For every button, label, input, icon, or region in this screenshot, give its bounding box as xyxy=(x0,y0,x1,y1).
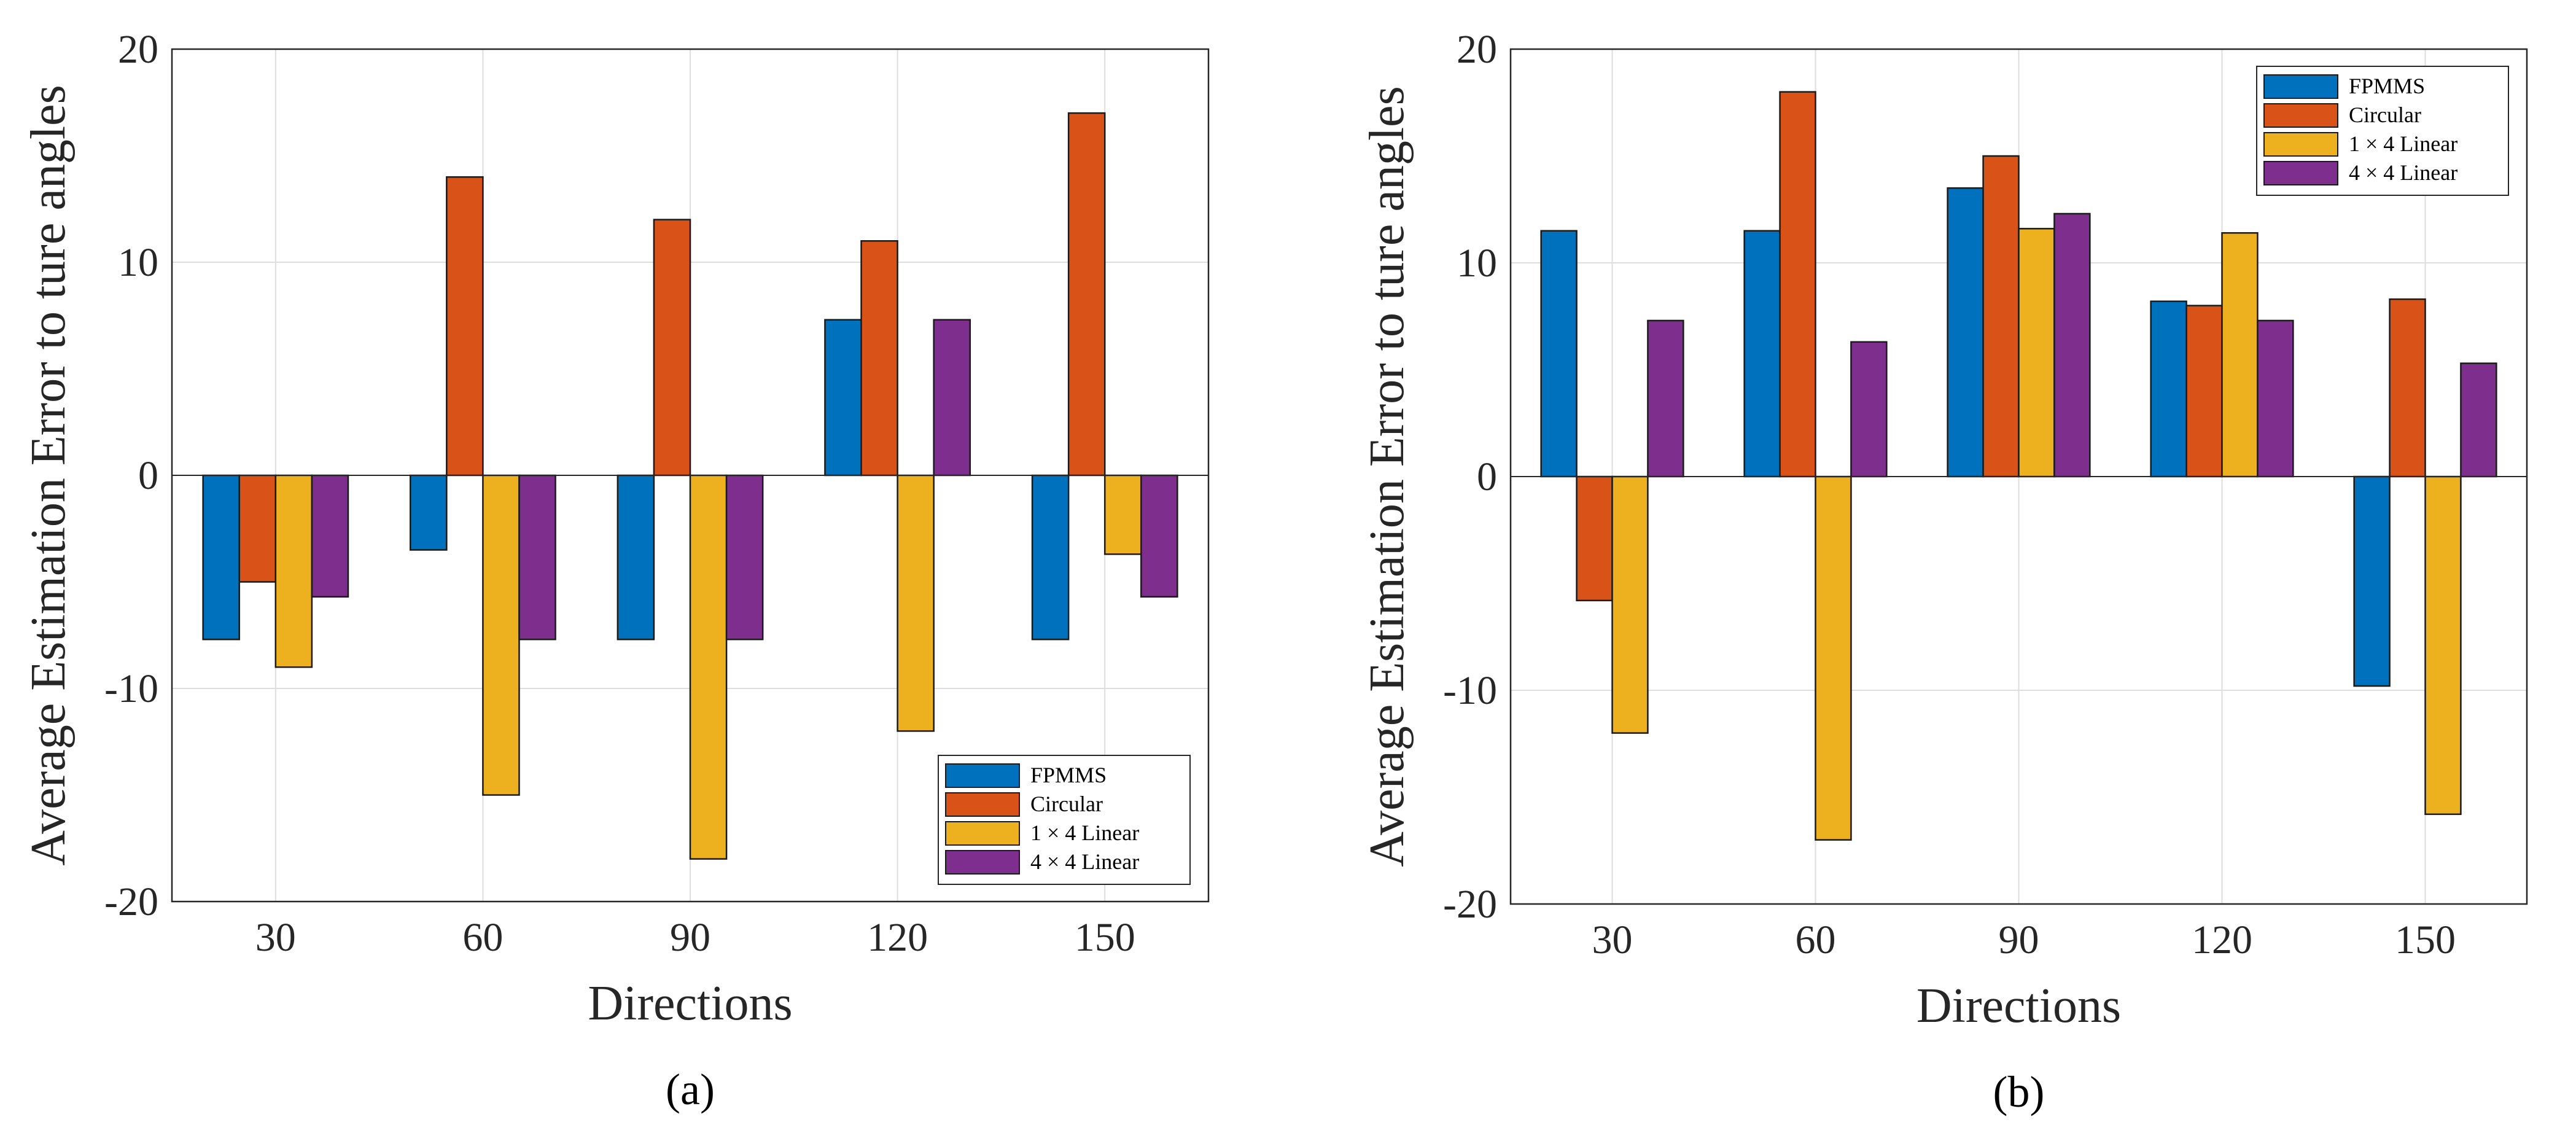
bar-circular-120 xyxy=(2185,305,2223,478)
y-tick-label: -20 xyxy=(104,879,158,924)
y-tick-labels: -20 -10 0 10 20 xyxy=(1443,27,1497,927)
x-tick-label: 120 xyxy=(867,915,928,960)
legend-entry: 4 × 4 Linear xyxy=(2349,160,2457,185)
bar-fpmms-90 xyxy=(1947,187,1984,478)
plot-frame xyxy=(1509,48,2528,905)
panel-label: (b) xyxy=(1993,1067,2045,1116)
y-tick-label: 10 xyxy=(118,240,158,285)
plot-frame xyxy=(171,48,1210,903)
bar-fpmms-60 xyxy=(1743,230,1781,478)
bar-1-4-linear-30 xyxy=(274,474,313,668)
x-tick-label: 90 xyxy=(670,915,710,960)
bar-4-4-linear-30 xyxy=(1647,319,1684,478)
bar-4-4-linear-150 xyxy=(1140,474,1178,598)
legend-entry: Circular xyxy=(2349,103,2421,127)
bar-1-4-linear-60 xyxy=(482,474,520,796)
bar-1-4-linear-90 xyxy=(2018,228,2055,478)
y-tick-label: -10 xyxy=(104,666,158,711)
y-tick-label: 0 xyxy=(138,453,158,498)
legend-swatch xyxy=(945,850,1020,875)
bar-circular-60 xyxy=(1779,91,1816,478)
y-axis-title: Average Estimation Error to ture angles xyxy=(1360,86,1414,867)
panel-label: (a) xyxy=(666,1065,715,1114)
legend-swatch xyxy=(2263,132,2338,157)
bar-circular-60 xyxy=(446,176,484,477)
bar-1-4-linear-120 xyxy=(897,474,935,732)
bar-1-4-linear-90 xyxy=(689,474,728,860)
bar-circular-120 xyxy=(860,240,898,477)
legend-swatch xyxy=(2263,103,2338,128)
bar-fpmms-60 xyxy=(409,474,448,551)
x-tick-label: 150 xyxy=(2395,918,2456,962)
y-tick-label: -10 xyxy=(1443,668,1497,713)
bar-circular-150 xyxy=(1067,112,1106,477)
bar-circular-90 xyxy=(653,219,691,477)
x-tick-label: 90 xyxy=(1999,918,2039,962)
legend-swatch xyxy=(2263,74,2338,99)
y-tick-label: -20 xyxy=(1443,882,1497,927)
legend-entry: FPMMS xyxy=(1030,763,1107,787)
bars xyxy=(1540,91,2497,841)
bar-fpmms-90 xyxy=(617,474,655,641)
bar-4-4-linear-120 xyxy=(2257,319,2294,478)
chart-panel-a: -20 -10 0 10 20 30 60 90 120 150 Directi… xyxy=(21,27,1210,1114)
bar-4-4-linear-120 xyxy=(933,319,971,477)
x-tick-label: 120 xyxy=(2192,918,2252,962)
bar-fpmms-120 xyxy=(2150,300,2187,478)
y-tick-label: 20 xyxy=(118,27,158,72)
x-tick-labels: 30 60 90 120 150 xyxy=(255,915,1135,960)
legend-swatch xyxy=(945,763,1020,788)
y-tick-labels: -20 -10 0 10 20 xyxy=(104,27,158,924)
bar-circular-90 xyxy=(1982,155,2020,478)
y-tick-label: 20 xyxy=(1457,27,1497,72)
bar-4-4-linear-60 xyxy=(518,474,556,641)
bar-fpmms-120 xyxy=(824,319,862,477)
legend-entry: Circular xyxy=(1030,792,1103,816)
bar-1-4-linear-120 xyxy=(2221,232,2259,478)
legend-swatch xyxy=(2263,161,2338,185)
bar-1-4-linear-150 xyxy=(1103,474,1142,555)
x-tick-labels: 30 60 90 120 150 xyxy=(1592,918,2456,962)
legend-swatch xyxy=(945,821,1020,846)
legend-entry: FPMMS xyxy=(2349,74,2425,98)
x-tick-label: 30 xyxy=(1592,918,1633,962)
x-axis-title: Directions xyxy=(1916,979,2121,1033)
bar-1-4-linear-60 xyxy=(1815,475,1852,841)
bars xyxy=(202,112,1178,860)
bar-1-4-linear-30 xyxy=(1611,475,1649,734)
bar-4-4-linear-90 xyxy=(2053,212,2091,478)
chart-panel-b: -20 -10 0 10 20 30 60 90 120 150 Directi… xyxy=(1360,27,2528,1116)
bar-4-4-linear-30 xyxy=(311,474,349,598)
bar-4-4-linear-150 xyxy=(2460,362,2497,478)
bar-circular-30 xyxy=(1576,475,1613,602)
bar-fpmms-150 xyxy=(2353,475,2391,687)
legend: FPMMS Circular 1 × 4 Linear 4 × 4 Linear xyxy=(938,755,1191,885)
bar-1-4-linear-150 xyxy=(2424,475,2462,816)
bar-circular-30 xyxy=(238,474,277,583)
bar-fpmms-30 xyxy=(1540,230,1578,478)
x-tick-label: 30 xyxy=(255,915,296,960)
y-axis-title: Average Estimation Error to ture angles xyxy=(21,85,76,865)
y-tick-label: 10 xyxy=(1457,241,1497,286)
legend-entry: 4 × 4 Linear xyxy=(1030,849,1139,874)
bar-4-4-linear-90 xyxy=(725,474,764,641)
x-axis-title: Directions xyxy=(588,976,792,1031)
legend-entry: 1 × 4 Linear xyxy=(2349,131,2457,156)
legend: FPMMS Circular 1 × 4 Linear 4 × 4 Linear xyxy=(2256,66,2509,196)
bar-fpmms-30 xyxy=(202,474,240,641)
bar-4-4-linear-60 xyxy=(1850,341,1888,478)
legend-swatch xyxy=(945,792,1020,817)
bar-fpmms-150 xyxy=(1031,474,1070,641)
bar-circular-150 xyxy=(2389,298,2426,478)
x-tick-label: 60 xyxy=(1796,918,1836,962)
x-tick-label: 150 xyxy=(1075,915,1135,960)
legend-entry: 1 × 4 Linear xyxy=(1030,820,1139,845)
y-tick-label: 0 xyxy=(1477,454,1497,499)
x-tick-label: 60 xyxy=(462,915,503,960)
